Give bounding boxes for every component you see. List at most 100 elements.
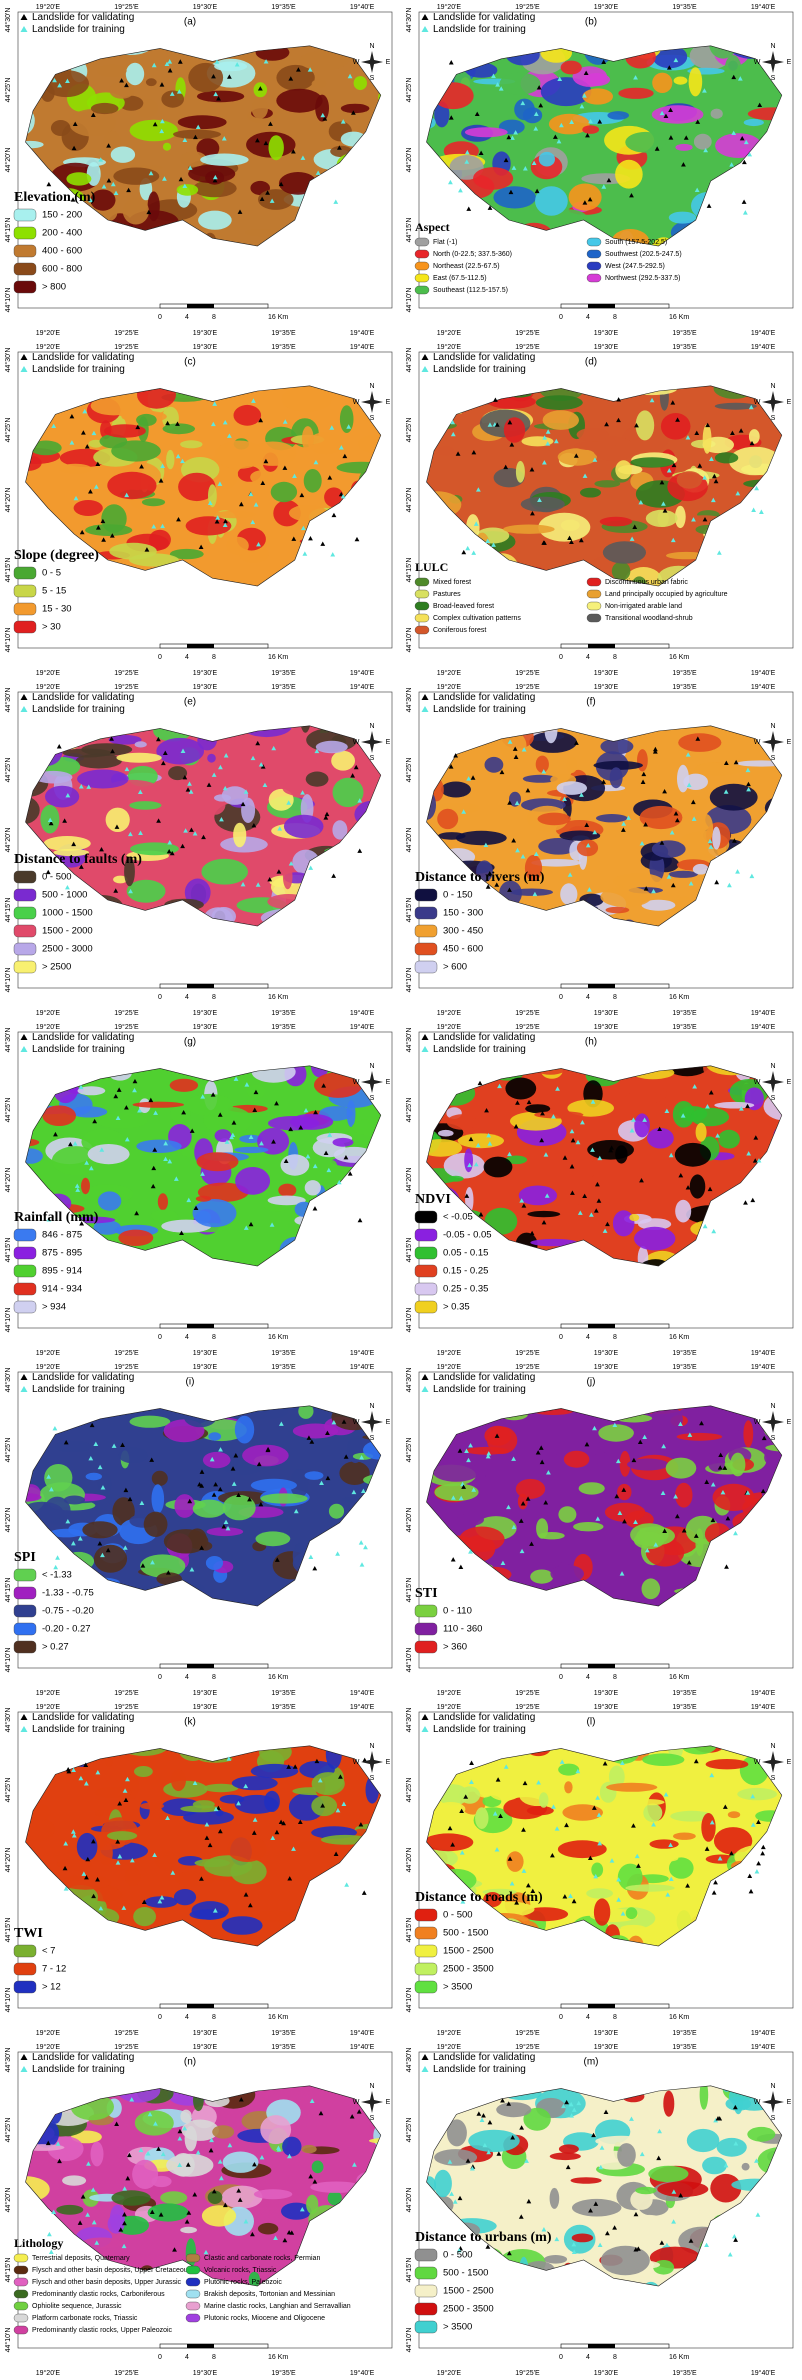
class-patch (54, 1440, 92, 1453)
legend-label: < 7 (42, 1946, 55, 1957)
training-marker (163, 1141, 169, 1146)
legend-label: 500 - 1000 (42, 890, 87, 901)
compass-letter: W (353, 59, 360, 66)
training-marker (163, 1156, 168, 1161)
class-patch (592, 2085, 616, 2095)
class-patch (276, 88, 323, 113)
scale-label: 0 (158, 2354, 162, 2361)
class-patch (516, 566, 545, 576)
training-marker (447, 2159, 453, 2164)
class-patch (357, 725, 368, 730)
class-patch (586, 1888, 613, 1899)
class-patch (162, 423, 195, 435)
class-patch (619, 1450, 631, 1477)
class-patch (615, 1414, 653, 1423)
class-patch (520, 496, 565, 512)
training-marker (486, 2149, 492, 2155)
class-patch (459, 1786, 481, 1804)
validating-marker (252, 2162, 257, 2167)
training-marker (638, 499, 644, 505)
class-patch (757, 925, 782, 926)
legend-label: -0.05 - 0.05 (443, 1230, 492, 1241)
class-patch (743, 479, 782, 488)
legend-label: 150 - 300 (443, 908, 483, 919)
class-patch (675, 1482, 693, 1508)
class-patch (742, 1935, 782, 1946)
scale-label: 4 (185, 1674, 189, 1681)
class-patch (301, 2144, 317, 2154)
legend-swatch (13, 226, 37, 240)
training-marker (326, 1167, 332, 1173)
training-marker (537, 497, 542, 503)
validating-marker (494, 1433, 500, 1438)
class-patch (158, 1302, 182, 1323)
validating-marker (312, 1206, 318, 1211)
class-patch (147, 191, 160, 222)
longitude-label: 19°30'E (193, 1689, 218, 1697)
legend-swatch (414, 1604, 438, 1618)
class-patch (709, 45, 738, 59)
longitude-label: 19°30'E (594, 683, 619, 691)
validating-marker (347, 1171, 353, 1176)
compass-letter: S (771, 755, 776, 762)
class-patch (161, 90, 184, 108)
training-legend-label: Landslide for training (32, 2064, 125, 2075)
class-patch (629, 1292, 666, 1300)
training-marker (746, 786, 751, 792)
class-patch (674, 1142, 711, 1167)
class-patch (759, 1745, 770, 1753)
training-marker (167, 1158, 173, 1164)
class-patch (573, 1522, 604, 1532)
legend-swatch (586, 237, 602, 247)
training-marker (590, 1147, 595, 1152)
validating-marker (95, 525, 101, 530)
class-patch (498, 600, 535, 609)
compass-letter: W (353, 1759, 360, 1766)
class-patch (63, 1551, 95, 1571)
class-patch (608, 1978, 641, 1998)
class-patch (549, 1597, 569, 1606)
class-patch (605, 906, 630, 914)
training-marker (733, 2141, 739, 2146)
legend-label: 2500 - 3500 (443, 2304, 494, 2315)
class-patch (25, 430, 41, 441)
class-patch (721, 255, 734, 269)
latitude-label: 44°30'N (405, 688, 413, 713)
training-legend-marker (20, 1386, 28, 1392)
class-patch (579, 928, 594, 934)
class-patch (253, 1284, 261, 1302)
longitude-label: 19°20'E (36, 343, 61, 351)
legend-label: 500 - 1500 (443, 1928, 488, 1939)
scale-label: 8 (212, 2014, 216, 2021)
class-patch (761, 538, 782, 548)
training-marker (186, 1197, 192, 1203)
class-patch (751, 919, 782, 926)
class-patch (620, 1924, 646, 1932)
latitude-label: 44°25'N (405, 78, 413, 103)
validating-marker (459, 1808, 465, 1813)
class-patch (596, 1959, 607, 1973)
validating-marker (92, 1118, 98, 1124)
training-marker (754, 2158, 759, 2163)
validating-marker (260, 480, 266, 486)
longitude-label: 19°25'E (515, 669, 540, 677)
validating-marker (690, 799, 696, 805)
validating-marker (283, 1158, 289, 1163)
scale-label: 4 (586, 1674, 590, 1681)
training-marker (629, 1128, 635, 1133)
legend-label: 0 - 500 (42, 872, 72, 883)
class-patch (185, 1979, 227, 1986)
class-patch (586, 1258, 618, 1266)
longitude-label: 19°30'E (594, 343, 619, 351)
legend-swatch (13, 1568, 37, 1582)
class-patch (325, 2323, 333, 2349)
class-patch (668, 211, 697, 224)
validating-marker (448, 115, 454, 120)
class-patch (299, 244, 330, 246)
training-marker (694, 187, 700, 193)
validating-legend-marker (421, 694, 429, 700)
training-marker (726, 882, 732, 888)
class-patch (109, 2204, 125, 2232)
legend-swatch (13, 280, 37, 294)
class-patch (295, 606, 331, 634)
